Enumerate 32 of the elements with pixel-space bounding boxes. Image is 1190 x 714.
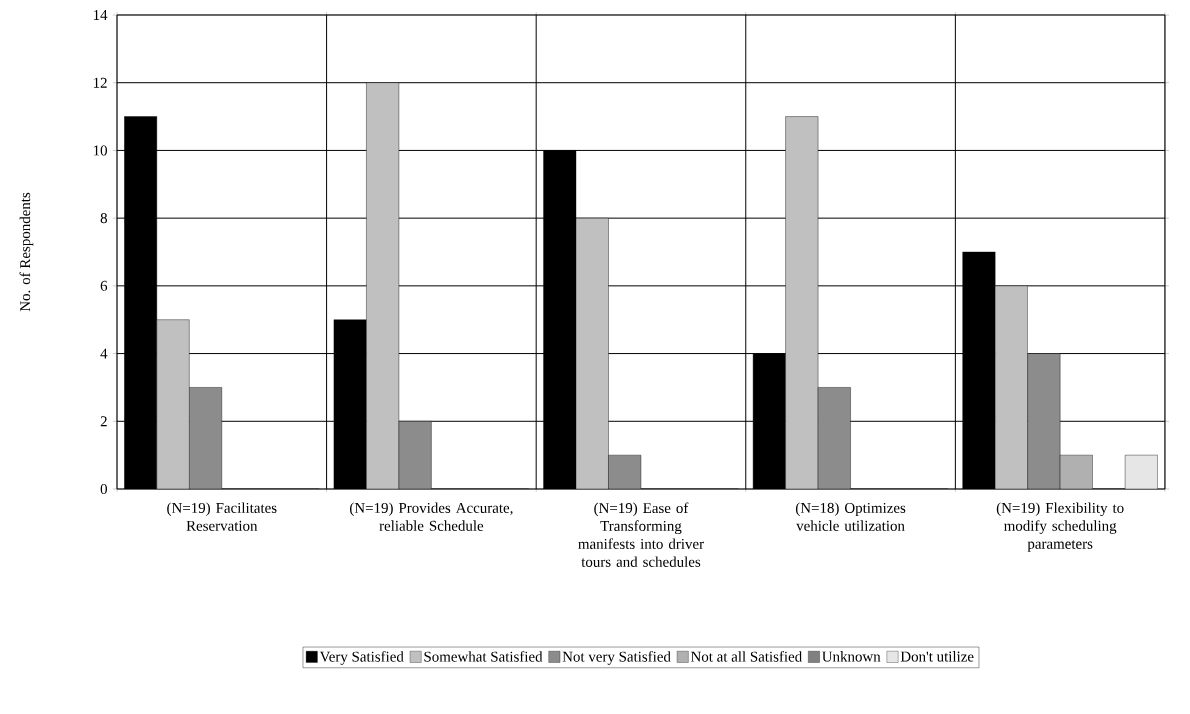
- legend-label: Unknown: [822, 651, 881, 662]
- y-tick-label: 2: [100, 416, 107, 427]
- bar: [156, 319, 190, 489]
- legend-label: Not at all Satisfied: [690, 651, 802, 662]
- x-tick-label: (N=18) Optimizes vehicle utilization: [795, 502, 906, 531]
- x-tick-label: (N=19) Ease of Transforming manifests into driver tours and schedules: [578, 502, 704, 567]
- bar: [366, 82, 399, 489]
- bar: [785, 116, 819, 489]
- y-tick-label: 0: [100, 483, 107, 495]
- bar: [1027, 353, 1061, 489]
- x-tick-label: (N=19) Provides Accurate, reliable Schedule: [350, 502, 513, 531]
- y-tick-label: 8: [100, 213, 107, 224]
- bar: [994, 285, 1028, 489]
- y-tick-label: 4: [100, 348, 108, 359]
- bar: [1059, 454, 1093, 489]
- x-tick-label: (N=19) Facilitates Reservation: [167, 502, 277, 531]
- x-tick-label: (N=19) Flexibility to modify scheduling parameters: [996, 502, 1124, 552]
- legend-label: Not very Satisfied: [562, 651, 671, 665]
- bar: [189, 387, 222, 489]
- legend-label: Don't utilize: [900, 651, 974, 662]
- bar: [608, 455, 641, 489]
- bar: [398, 421, 432, 489]
- bar: [1124, 454, 1158, 489]
- legend-label: Somewhat Satisfied: [424, 651, 543, 662]
- y-tick-label: 14: [93, 10, 108, 20]
- y-tick-label: 6: [100, 280, 108, 291]
- bar: [576, 218, 609, 489]
- y-axis-title: No. of Respondents: [19, 192, 34, 312]
- bar: [818, 387, 851, 489]
- y-tick-label: 10: [93, 145, 107, 156]
- legend-label: Very Satisfied: [319, 651, 404, 665]
- y-tick-label: 12: [93, 77, 107, 88]
